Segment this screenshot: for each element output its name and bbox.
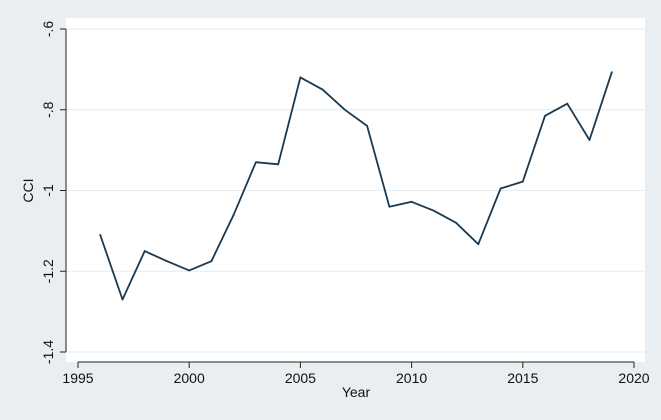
data-point: [499, 187, 502, 190]
series: [99, 71, 613, 301]
grid-lines: [66, 28, 645, 353]
data-point: [521, 180, 524, 183]
x-tick-label: 2020: [618, 370, 649, 386]
y-tick-label: -1: [40, 184, 56, 197]
data-point: [232, 213, 235, 216]
data-point: [343, 108, 346, 111]
data-point: [477, 243, 480, 246]
x-tick-label: 2015: [507, 370, 538, 386]
data-point: [610, 71, 613, 74]
y-tick-label: -.6: [40, 21, 56, 38]
data-point: [588, 139, 591, 141]
x-tick-label: 2005: [285, 370, 316, 386]
data-point: [188, 269, 191, 272]
x-axis-title: Year: [342, 384, 371, 400]
tick-labels: -1.4 -1.2 -1 -.8 -.6 1995 2000 2005 2010 2015 2020: [40, 21, 650, 386]
series-line: [99, 71, 613, 301]
data-point: [99, 234, 102, 236]
data-point: [255, 161, 257, 164]
y-axis-title: CCI: [20, 178, 36, 202]
y-tick-label: -1.2: [40, 259, 56, 283]
data-point: [299, 76, 302, 79]
data-point: [432, 209, 435, 212]
axes: [60, 28, 635, 368]
data-point: [321, 88, 324, 91]
data-point: [210, 260, 213, 263]
y-tick-label: -.8: [40, 101, 56, 118]
data-point: [455, 221, 457, 224]
data-point: [277, 163, 280, 166]
x-tick-label: 1995: [62, 370, 93, 386]
data-point: [166, 260, 168, 263]
data-point: [410, 200, 413, 203]
x-tick-label: 2000: [174, 370, 205, 386]
data-point: [544, 114, 546, 117]
y-tick-label: -1.4: [40, 340, 56, 364]
data-point: [566, 102, 569, 105]
data-point: [143, 250, 146, 252]
data-point: [366, 125, 369, 127]
x-tick-label: 2010: [396, 370, 427, 386]
data-point: [121, 298, 124, 301]
data-point: [388, 205, 391, 208]
